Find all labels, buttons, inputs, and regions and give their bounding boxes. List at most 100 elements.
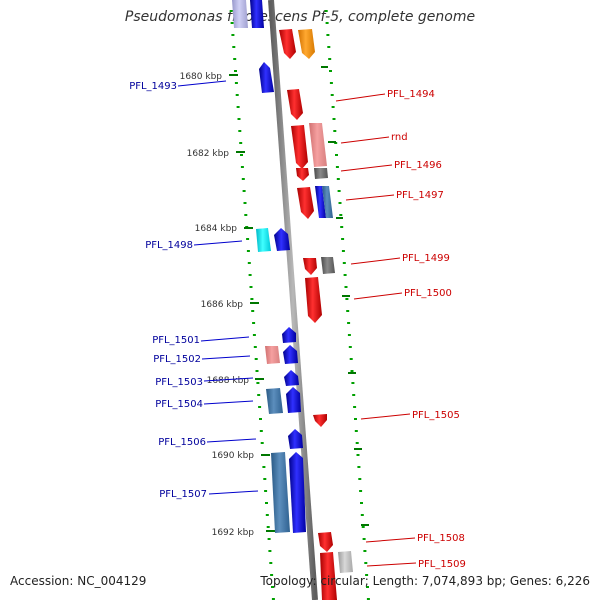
ring-dot — [258, 406, 262, 408]
gene-label-pfl-1501[interactable]: PFL_1501 — [152, 335, 200, 346]
gene-arrow[interactable] — [322, 186, 333, 218]
gene-label-pfl-1496[interactable]: PFL_1496 — [394, 160, 442, 171]
ring-dot — [366, 598, 370, 600]
gene-arrow[interactable] — [286, 387, 301, 413]
gene-label-pfl-1497[interactable]: PFL_1497 — [396, 190, 444, 201]
gene-arrow[interactable] — [279, 29, 296, 59]
ring-dot — [233, 58, 237, 60]
leader-line — [366, 562, 417, 567]
gene-arrow[interactable] — [297, 187, 314, 219]
ring-dot — [248, 274, 252, 276]
ring-dot — [240, 154, 243, 156]
gene-label-pfl-1502[interactable]: PFL_1502 — [153, 354, 201, 365]
ring-dot — [344, 286, 348, 288]
gene-arrow[interactable] — [320, 552, 337, 600]
gene-label-pfl-1507[interactable]: PFL_1507 — [159, 489, 207, 500]
leader-line — [203, 400, 254, 405]
ring-dot — [343, 274, 347, 276]
gene-arrow[interactable] — [309, 123, 327, 167]
gene-arrow[interactable] — [305, 277, 322, 323]
ring-dot — [361, 526, 365, 528]
genome-backbone — [268, 0, 318, 600]
ring-dot — [270, 574, 274, 576]
gene-arrow[interactable] — [321, 257, 335, 274]
gene-label-pfl-1498[interactable]: PFL_1498 — [145, 240, 193, 251]
gene-arrow[interactable] — [288, 429, 303, 449]
ring-dot — [327, 46, 331, 48]
ring-dot — [356, 454, 360, 456]
gene-arrow[interactable] — [256, 228, 271, 252]
gene-label-pfl-1493[interactable]: PFL_1493 — [129, 81, 177, 92]
gene-label-pfl-1504[interactable]: PFL_1504 — [155, 399, 203, 410]
ring-dot — [346, 310, 350, 312]
ring-dot — [264, 490, 268, 492]
gene-arrow[interactable] — [274, 228, 290, 251]
leader-line — [335, 93, 386, 102]
ring-dot — [236, 106, 240, 108]
gene-arrow[interactable] — [318, 532, 333, 552]
gene-arrow[interactable] — [303, 258, 317, 275]
leader-line — [365, 537, 416, 543]
ring-dot — [246, 250, 250, 252]
ring-dot — [352, 394, 356, 396]
ring-dot — [249, 286, 253, 288]
gene-arrow[interactable] — [283, 345, 298, 364]
ring-dot — [252, 322, 256, 324]
gene-arrow[interactable] — [232, 0, 248, 28]
gene-arrow[interactable] — [282, 327, 296, 343]
ring-dot — [262, 466, 266, 468]
gene-label-pfl-1505[interactable]: PFL_1505 — [412, 410, 460, 421]
gene-label-rnd[interactable]: rnd — [391, 132, 408, 143]
leader-line — [200, 336, 250, 342]
ring-dot — [235, 94, 239, 96]
kbp-label: 1684 kbp — [195, 224, 238, 234]
kbp-ticks: 1680 kbp 1682 kbp 1684 kbp 1686 kbp 1688… — [180, 72, 275, 538]
gene-arrow[interactable] — [315, 186, 326, 218]
gene-label-pfl-1506[interactable]: PFL_1506 — [158, 437, 206, 448]
gene-arrow[interactable] — [298, 29, 315, 59]
gene-features — [232, 0, 353, 600]
gene-arrow[interactable] — [265, 346, 280, 364]
gene-label-pfl-1500[interactable]: PFL_1500 — [404, 288, 452, 299]
ring-dot — [267, 538, 271, 540]
gene-arrow[interactable] — [314, 168, 328, 179]
ring-dot — [358, 478, 362, 480]
ring-dot — [242, 190, 246, 192]
gene-label-pfl-1503[interactable]: PFL_1503 — [155, 377, 203, 388]
gene-arrow[interactable] — [289, 452, 306, 533]
gene-arrow[interactable] — [250, 0, 264, 28]
ring-dot — [232, 46, 236, 48]
ring-dot — [254, 358, 258, 360]
gene-arrow[interactable] — [266, 388, 283, 414]
ring-dot — [349, 358, 353, 360]
ring-dot — [341, 250, 345, 252]
gene-arrow[interactable] — [291, 125, 308, 169]
ring-dot — [363, 550, 367, 552]
ring-dot — [230, 22, 234, 24]
gene-label-pfl-1509[interactable]: PFL_1509 — [418, 559, 466, 570]
gene-arrow[interactable] — [284, 370, 299, 386]
leader-line — [350, 257, 401, 265]
ring-dot — [239, 142, 243, 144]
ring-dot — [336, 178, 340, 180]
gene-arrow[interactable] — [259, 62, 274, 93]
leader-line — [206, 438, 257, 443]
ring-dot — [338, 202, 342, 204]
ring-dot — [329, 70, 332, 72]
ring-dot — [333, 130, 337, 132]
gene-label-pfl-1508[interactable]: PFL_1508 — [417, 533, 465, 544]
gene-arrow[interactable] — [287, 89, 303, 120]
gene-labels: PFL_1493 PFL_1494 rnd PFL_1496 PFL_1497 … — [129, 81, 466, 570]
gene-label-pfl-1494[interactable]: PFL_1494 — [387, 89, 435, 100]
gene-label-pfl-1499[interactable]: PFL_1499 — [402, 253, 450, 264]
gene-arrow[interactable] — [296, 168, 309, 181]
kbp-label: 1686 kbp — [201, 300, 244, 310]
gene-arrow[interactable] — [313, 414, 327, 427]
gene-arrow[interactable] — [338, 551, 353, 573]
gene-arrow[interactable] — [271, 452, 290, 533]
ring-dot — [271, 586, 274, 588]
ring-dot — [328, 58, 332, 60]
ring-dot — [266, 526, 270, 528]
ring-dot — [240, 166, 244, 168]
